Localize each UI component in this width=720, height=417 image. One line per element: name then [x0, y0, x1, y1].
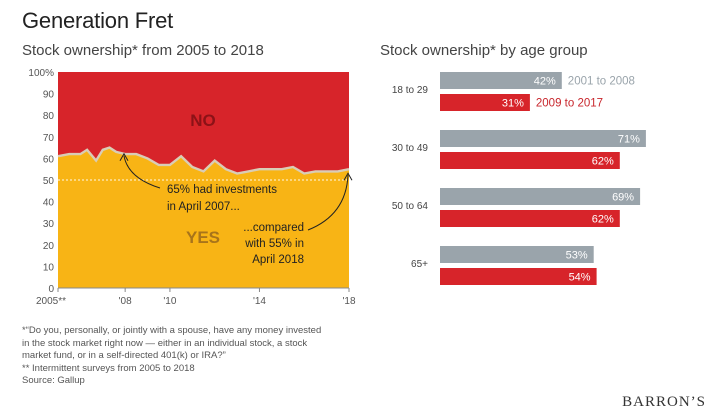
- bar-2009-2017: [440, 94, 530, 111]
- y-tick-label: 10: [43, 262, 55, 273]
- bar-2001-2008: [440, 246, 594, 263]
- bar-value-label: 42%: [534, 76, 556, 88]
- bar-2009-2017: [440, 268, 597, 285]
- area-chart-title: Stock ownership* from 2005 to 2018: [22, 42, 264, 59]
- age-group-label: 30 to 49: [392, 143, 429, 154]
- age-group-label: 65+: [411, 259, 428, 270]
- bar-2001-2008: [440, 72, 562, 89]
- bar-value-label: 54%: [569, 272, 591, 284]
- legend-2009-2017: 2009 to 2017: [536, 98, 603, 110]
- yes-label: YES: [186, 228, 220, 247]
- bar-value-label: 69%: [612, 192, 634, 204]
- x-tick-label: 2005**: [36, 296, 66, 307]
- age-group-label: 50 to 64: [392, 201, 429, 212]
- footnote-surveys: ** Intermittent surveys from 2005 to 201…: [22, 362, 195, 374]
- bar-value-label: 62%: [592, 214, 614, 226]
- bar-2001-2008: [440, 130, 646, 147]
- annotation-2018-arrow: [307, 175, 349, 231]
- footnote-source: Source: Gallup: [22, 375, 85, 387]
- y-tick-label: 100%: [28, 68, 54, 79]
- y-tick-label: 80: [43, 111, 55, 122]
- bar-2001-2008: [440, 188, 641, 205]
- x-tick-label: '14: [253, 296, 266, 307]
- bar-2009-2017: [440, 152, 620, 169]
- y-tick-label: 30: [43, 219, 55, 230]
- x-tick-label: '18: [342, 296, 355, 307]
- age-group-label: 18 to 29: [392, 85, 429, 96]
- bar-2009-2017: [440, 210, 620, 227]
- y-tick-label: 50: [43, 176, 55, 187]
- y-tick-label: 20: [43, 241, 55, 252]
- annotation-2018-arrowhead: [343, 172, 353, 181]
- bar-value-label: 53%: [566, 250, 588, 262]
- annotation-2018-line-3: April 2018: [252, 254, 304, 266]
- yes-boundary-line: [57, 146, 350, 175]
- y-tick-label: 60: [43, 154, 55, 165]
- bar-value-label: 31%: [502, 98, 524, 110]
- bar-value-label: 71%: [618, 134, 640, 146]
- yes-area: [58, 147, 349, 288]
- annotation-2007-line-1: 65% had investments: [167, 184, 277, 196]
- annotation-2007-arrow: [123, 155, 161, 189]
- footnote-question: *“Do you, personally, or jointly with a …: [22, 325, 322, 362]
- annotation-2018-line-2: with 55% in: [244, 238, 304, 250]
- brand-logo: BARRON’S: [622, 394, 706, 410]
- bar-chart-title: Stock ownership* by age group: [380, 42, 588, 59]
- annotation-2018-line-1: ...compared: [243, 222, 304, 234]
- footnotes: *“Do you, personally, or jointly with a …: [22, 325, 322, 388]
- y-tick-label: 90: [43, 90, 55, 101]
- no-label: NO: [190, 111, 216, 130]
- legend-2001-2008: 2001 to 2008: [568, 76, 635, 88]
- bar-value-label: 62%: [592, 156, 614, 168]
- page-title: Generation Fret: [22, 8, 174, 33]
- annotation-2007-line-2: in April 2007...: [167, 201, 240, 213]
- x-tick-label: '10: [163, 296, 176, 307]
- x-tick-label: '08: [119, 296, 132, 307]
- y-tick-label: 0: [48, 284, 54, 295]
- y-tick-label: 70: [43, 133, 55, 144]
- annotation-2007-arrowhead: [119, 152, 129, 162]
- y-tick-label: 40: [43, 198, 55, 209]
